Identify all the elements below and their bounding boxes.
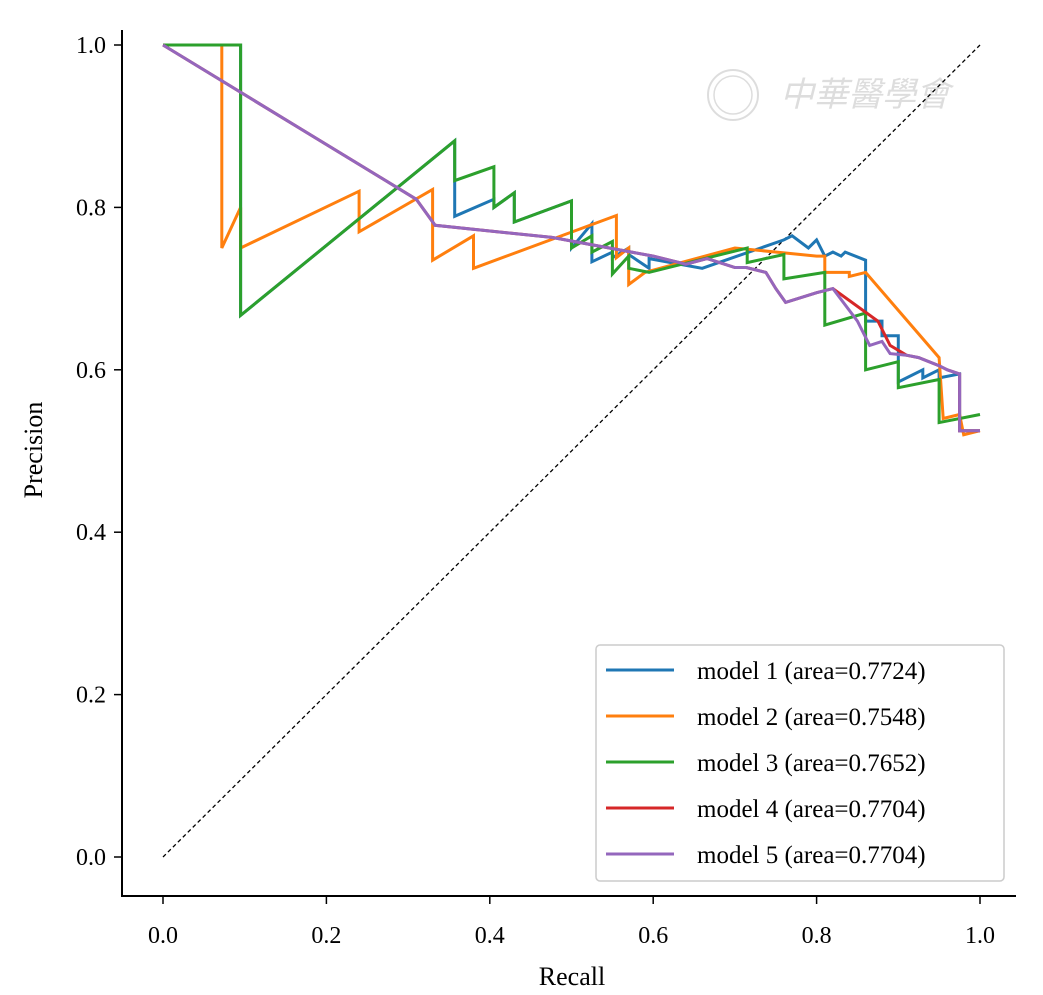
y-axis-title: Precision: [19, 402, 48, 499]
y-tick-label: 0.6: [76, 358, 106, 384]
y-tick-label: 0.8: [76, 195, 106, 221]
y-tick-label: 0.0: [76, 845, 106, 871]
x-tick-label: 0.4: [475, 923, 505, 949]
x-axis-title: Recall: [539, 962, 605, 991]
x-tick-label: 0.0: [148, 923, 178, 949]
series-line-model-3: [163, 43, 981, 425]
legend-label-model-3: model 3 (area=0.7652): [697, 750, 926, 777]
x-tick-label: 0.2: [311, 923, 341, 949]
y-tick-label: 0.4: [76, 520, 106, 546]
legend-label-model-4: model 4 (area=0.7704): [697, 796, 926, 823]
legend: model 1 (area=0.7724) model 2 (area=0.754…: [595, 644, 1005, 882]
legend-box: [595, 644, 1005, 882]
x-tick-label: 1.0: [965, 923, 995, 949]
plot-lines: [162, 43, 981, 858]
x-axis-ticks: 0.0 0.2 0.4 0.6 0.8 1.0: [148, 896, 995, 949]
y-tick-label: 0.2: [76, 683, 106, 709]
y-tick-label: 1.0: [76, 33, 106, 59]
y-axis-ticks: 0.0 0.2 0.4 0.6 0.8 1.0: [76, 33, 122, 871]
legend-label-model-1: model 1 (area=0.7724): [697, 658, 926, 685]
x-tick-label: 0.8: [802, 923, 832, 949]
legend-label-model-5: model 5 (area=0.7704): [697, 842, 926, 869]
chance-diagonal-line: [162, 44, 981, 858]
series-line-model-5: [162, 43, 980, 433]
legend-label-model-2: model 2 (area=0.7548): [697, 704, 926, 731]
watermark-text: 中華醫學會: [780, 77, 955, 114]
watermark-logo: 中華醫學會: [707, 69, 955, 121]
x-tick-label: 0.6: [638, 923, 668, 949]
